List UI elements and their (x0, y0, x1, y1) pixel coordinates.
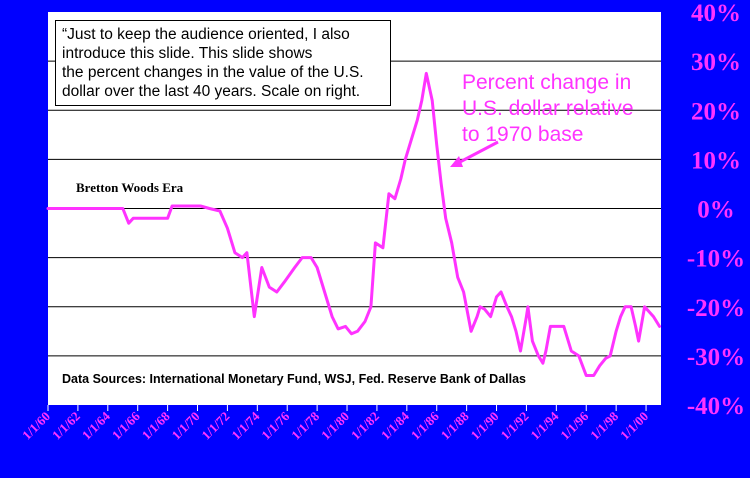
y-tick-label: 40% (691, 0, 741, 27)
callout-box: “Just to keep the audience oriented, I a… (55, 20, 391, 106)
annotation-line: to 1970 base (462, 122, 634, 148)
x-tick-label: 1/1/86 (408, 408, 442, 442)
y-tick-label: 10% (691, 147, 741, 174)
x-tick-label: 1/1/80 (318, 409, 352, 443)
x-tick-label: 1/1/88 (438, 408, 472, 442)
x-tick-label: 1/1/70 (169, 409, 203, 443)
data-sources-note: Data Sources: International Monetary Fun… (62, 372, 526, 386)
x-tick-label: 1/1/78 (288, 408, 322, 442)
x-tick-label: 1/1/84 (378, 408, 412, 442)
x-tick-label: 1/1/98 (587, 408, 621, 442)
y-tick-label: -40% (687, 393, 745, 420)
callout-line: dollar over the last 40 years. Scale on … (62, 82, 384, 101)
annotation-line: U.S. dollar relative (462, 96, 634, 122)
x-tick-label: 1/1/72 (198, 409, 232, 443)
y-tick-label: -10% (687, 246, 745, 273)
x-tick-label: 1/1/68 (139, 408, 173, 442)
x-tick-label: 1/1/82 (348, 409, 382, 443)
y-tick-label: 30% (691, 49, 741, 76)
x-tick-label: 1/1/62 (49, 409, 83, 443)
x-tick-label: 1/1/64 (79, 408, 113, 442)
y-tick-label: 0% (697, 197, 735, 224)
x-tick-label: 1/1/66 (109, 408, 143, 442)
x-tick-label: 1/1/74 (228, 408, 262, 442)
y-tick-label: -20% (687, 295, 745, 322)
y-tick-label: -30% (687, 344, 745, 371)
x-tick-label: 1/1/60 (19, 409, 53, 443)
annotation-line: Percent change in (462, 70, 634, 96)
x-tick-label: 1/1/96 (557, 408, 591, 442)
x-tick-label: 1/1/00 (617, 409, 651, 443)
x-tick-label: 1/1/94 (527, 408, 561, 442)
series-annotation: Percent change in U.S. dollar relative t… (462, 70, 634, 148)
callout-line: introduce this slide. This slide shows (62, 44, 384, 63)
y-tick-label: 20% (691, 98, 741, 125)
callout-line: “Just to keep the audience oriented, I a… (62, 25, 384, 44)
callout-line: the percent changes in the value of the … (62, 63, 384, 82)
x-tick-label: 1/1/76 (258, 408, 292, 442)
x-tick-label: 1/1/90 (468, 409, 502, 443)
era-label: Bretton Woods Era (76, 180, 183, 196)
x-tick-label: 1/1/92 (497, 409, 531, 443)
